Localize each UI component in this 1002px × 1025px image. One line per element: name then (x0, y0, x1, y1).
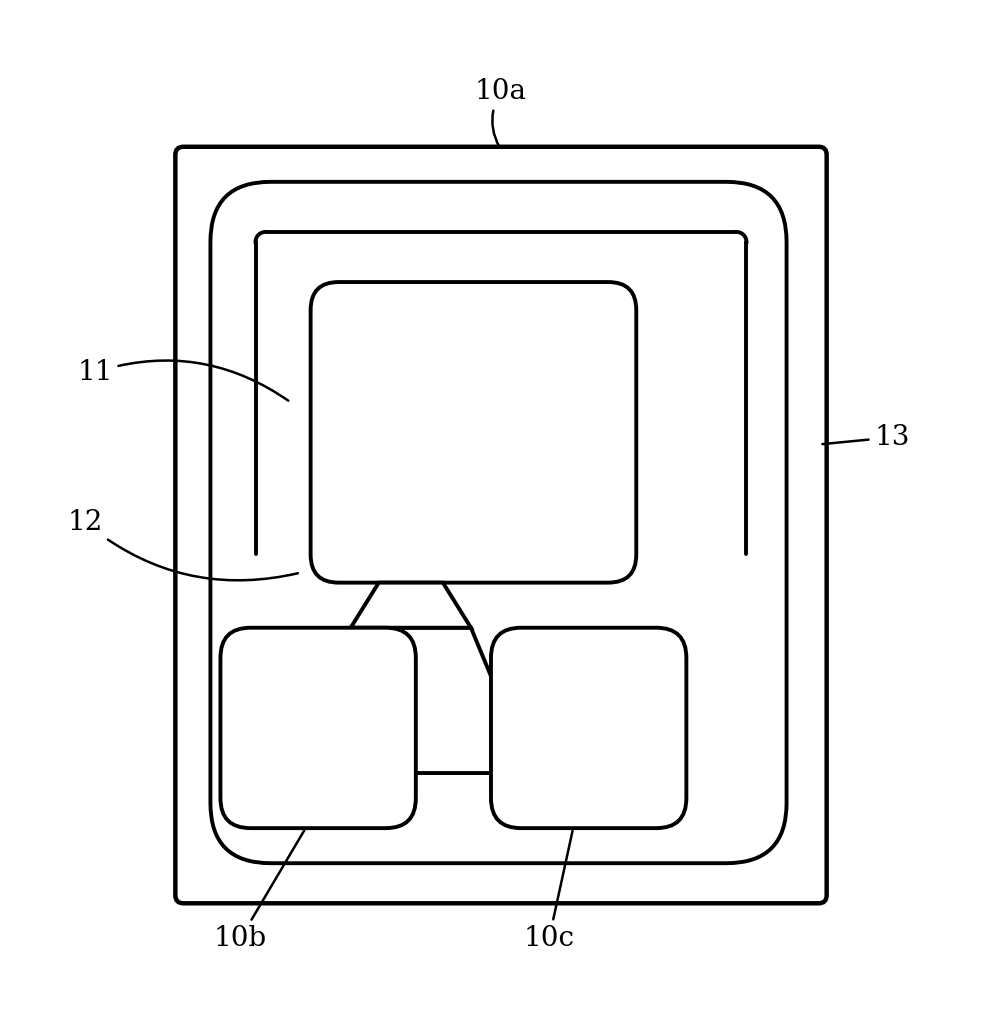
Polygon shape (351, 582, 471, 627)
FancyBboxPatch shape (491, 627, 686, 828)
Text: 10a: 10a (475, 78, 527, 148)
FancyBboxPatch shape (210, 181, 787, 863)
Text: 12: 12 (67, 509, 298, 580)
FancyBboxPatch shape (220, 627, 416, 828)
Text: 13: 13 (823, 424, 910, 451)
Text: 10b: 10b (213, 830, 305, 952)
FancyBboxPatch shape (175, 147, 827, 903)
Text: 10c: 10c (524, 831, 574, 952)
Text: 11: 11 (77, 359, 289, 401)
FancyBboxPatch shape (311, 282, 636, 582)
Polygon shape (293, 627, 531, 773)
